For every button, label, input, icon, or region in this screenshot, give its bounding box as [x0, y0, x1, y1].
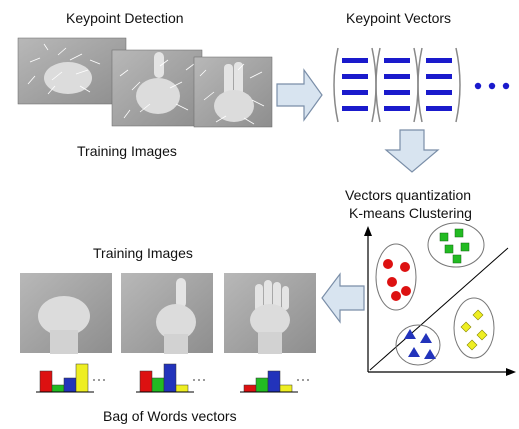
left-arrow-icon	[321, 272, 365, 324]
histogram-ellipsis-dot	[103, 379, 105, 381]
histogram-ellipsis-dot	[93, 379, 95, 381]
vq-title-line2: K-means Clustering	[349, 205, 472, 221]
histogram-ellipsis-dot	[198, 379, 200, 381]
right-arrow-icon	[276, 68, 323, 122]
vq-title-line1: Vectors quantization	[345, 187, 472, 203]
keypoint-detection-title: Keypoint Detection	[66, 10, 184, 26]
histogram-one-finger	[136, 363, 205, 393]
keypoint-vector-group	[333, 47, 461, 123]
cluster-blue	[395, 324, 441, 366]
ellipsis-icon	[474, 82, 510, 90]
histogram-bar	[163, 363, 177, 393]
histogram-bar	[139, 370, 153, 393]
training-images-top-label: Training Images	[77, 143, 177, 159]
histogram-bar	[267, 370, 281, 393]
bow-histograms	[36, 363, 309, 393]
clustering-plot	[364, 222, 516, 376]
histogram-bar	[39, 370, 53, 393]
down-arrow-icon	[384, 129, 440, 173]
keypoint-photo-3	[193, 56, 273, 128]
training-photo-one-finger	[121, 273, 213, 354]
cluster-red	[375, 243, 417, 311]
training-photo-fist	[20, 273, 112, 354]
keypoint-photo-stack	[17, 37, 273, 128]
histogram-bar	[151, 377, 165, 393]
histogram-ellipsis-dot	[307, 379, 309, 381]
keypoint-photo-2	[111, 49, 203, 127]
histogram-bar	[279, 384, 293, 393]
histogram-open-hand	[240, 370, 309, 393]
histogram-bar	[255, 377, 269, 393]
histogram-ellipsis-dot	[297, 379, 299, 381]
histogram-bar	[243, 384, 257, 393]
keypoint-vectors-title: Keypoint Vectors	[346, 10, 452, 26]
training-images-bottom-label: Training Images	[93, 245, 193, 261]
keypoint-vector-3	[417, 47, 461, 123]
histogram-ellipsis-dot	[302, 379, 304, 381]
histogram-bar	[63, 377, 77, 393]
histogram-ellipsis-dot	[98, 379, 100, 381]
vector-bars	[342, 58, 452, 111]
histogram-bar	[75, 363, 89, 393]
cluster-yellow	[453, 297, 495, 359]
histogram-bar	[175, 384, 189, 393]
histogram-ellipsis-dot	[203, 379, 205, 381]
histogram-fist	[36, 363, 105, 393]
cluster-green	[427, 222, 485, 268]
training-photo-open-hand	[224, 273, 316, 354]
histogram-ellipsis-dot	[193, 379, 195, 381]
bow-vectors-label: Bag of Words vectors	[103, 408, 237, 424]
keypoint-photo-1	[17, 37, 127, 105]
histogram-bar	[51, 384, 65, 393]
